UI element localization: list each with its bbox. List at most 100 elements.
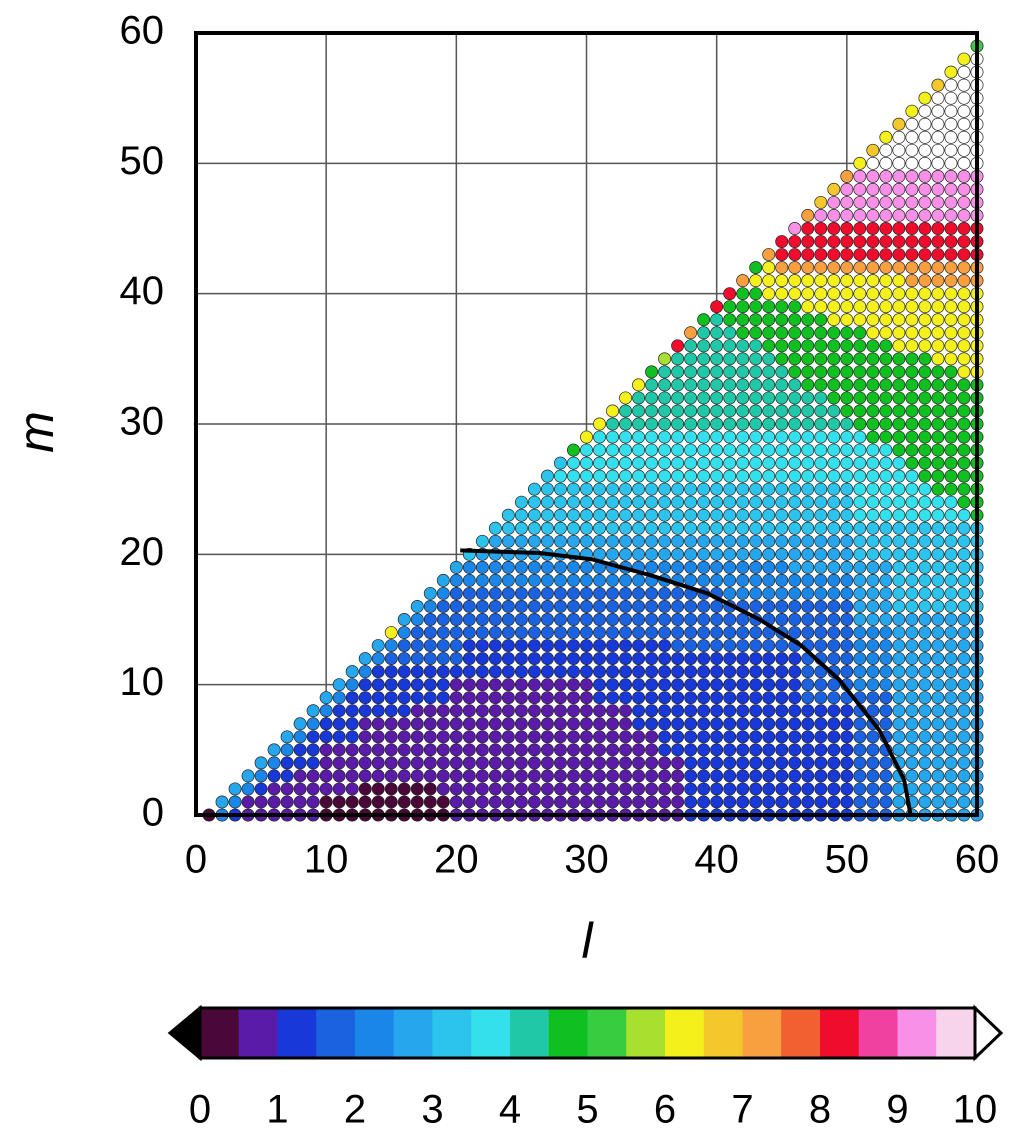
- dot: [879, 508, 893, 522]
- dot: [775, 639, 789, 653]
- dot: [866, 391, 880, 405]
- dot: [749, 261, 763, 275]
- dot: [501, 743, 515, 757]
- dot: [905, 613, 919, 626]
- dot: [567, 678, 580, 692]
- x-tick-label: 40: [694, 838, 739, 882]
- dot: [892, 456, 906, 470]
- dot: [892, 482, 906, 496]
- dot: [671, 456, 685, 470]
- dot: [475, 599, 489, 613]
- dot: [671, 795, 685, 809]
- dot: [527, 704, 541, 718]
- dot: [840, 430, 854, 444]
- dot: [957, 782, 971, 796]
- dot: [788, 365, 802, 379]
- dot: [879, 430, 893, 444]
- dot: [671, 521, 685, 535]
- dot: [319, 730, 333, 744]
- dot: [957, 300, 971, 314]
- dot: [449, 626, 463, 640]
- dot: [397, 691, 411, 705]
- dot: [684, 339, 698, 353]
- dot: [762, 417, 776, 431]
- dot: [879, 326, 893, 340]
- dot: [814, 391, 828, 405]
- dot: [410, 691, 424, 705]
- dot: [697, 352, 711, 366]
- dot: [749, 573, 763, 587]
- dot: [814, 326, 828, 340]
- dot: [710, 560, 724, 574]
- dot: [267, 795, 281, 809]
- dot: [228, 795, 242, 809]
- dot: [593, 613, 606, 626]
- dot: [853, 795, 867, 809]
- dot: [345, 769, 359, 783]
- dot: [879, 704, 893, 718]
- dot: [488, 756, 502, 770]
- dot: [514, 717, 528, 731]
- dot: [710, 613, 724, 626]
- dot: [944, 626, 958, 640]
- dot: [801, 352, 815, 366]
- dot: [514, 678, 528, 692]
- dot: [918, 678, 932, 692]
- dot: [905, 691, 919, 705]
- dot: [501, 613, 515, 626]
- colorbar-bin: [200, 1008, 240, 1058]
- dot: [879, 417, 893, 431]
- dot: [736, 313, 750, 327]
- dot: [866, 235, 880, 249]
- dot: [684, 795, 698, 809]
- dot: [892, 391, 906, 405]
- dot: [879, 782, 893, 796]
- dot: [697, 626, 711, 640]
- dot: [619, 678, 633, 692]
- dot: [944, 65, 958, 79]
- dot: [697, 430, 711, 444]
- dot: [423, 586, 437, 600]
- dot: [410, 769, 424, 783]
- dot: [801, 691, 815, 705]
- dot: [931, 365, 945, 379]
- dot: [332, 704, 346, 718]
- dot: [827, 730, 841, 744]
- dot: [879, 143, 893, 157]
- dot: [801, 222, 815, 235]
- dot: [567, 534, 580, 548]
- dot: [775, 613, 789, 626]
- dot: [658, 534, 672, 548]
- dot: [645, 743, 659, 757]
- dot: [827, 482, 841, 496]
- dot: [619, 769, 633, 783]
- dot: [840, 639, 854, 653]
- dot: [853, 391, 867, 405]
- dot: [905, 287, 919, 301]
- dot: [228, 782, 242, 796]
- dot: [905, 508, 919, 522]
- dot: [606, 534, 620, 548]
- dot: [866, 443, 880, 457]
- dot: [957, 626, 971, 640]
- dot: [658, 756, 672, 770]
- dot: [475, 691, 489, 705]
- dot: [697, 482, 711, 496]
- dot: [736, 378, 750, 392]
- dot: [827, 443, 841, 457]
- dot: [801, 274, 815, 288]
- dot: [606, 430, 620, 444]
- dot: [814, 599, 828, 613]
- dot: [736, 652, 750, 666]
- dot: [267, 756, 281, 770]
- dot: [345, 795, 359, 809]
- dot: [775, 339, 789, 353]
- dot: [697, 704, 711, 718]
- dot: [332, 769, 346, 783]
- dot: [866, 704, 880, 718]
- dot: [645, 495, 659, 509]
- dot: [723, 521, 737, 535]
- dot: [840, 313, 854, 327]
- dot: [762, 795, 776, 809]
- dot: [567, 508, 580, 522]
